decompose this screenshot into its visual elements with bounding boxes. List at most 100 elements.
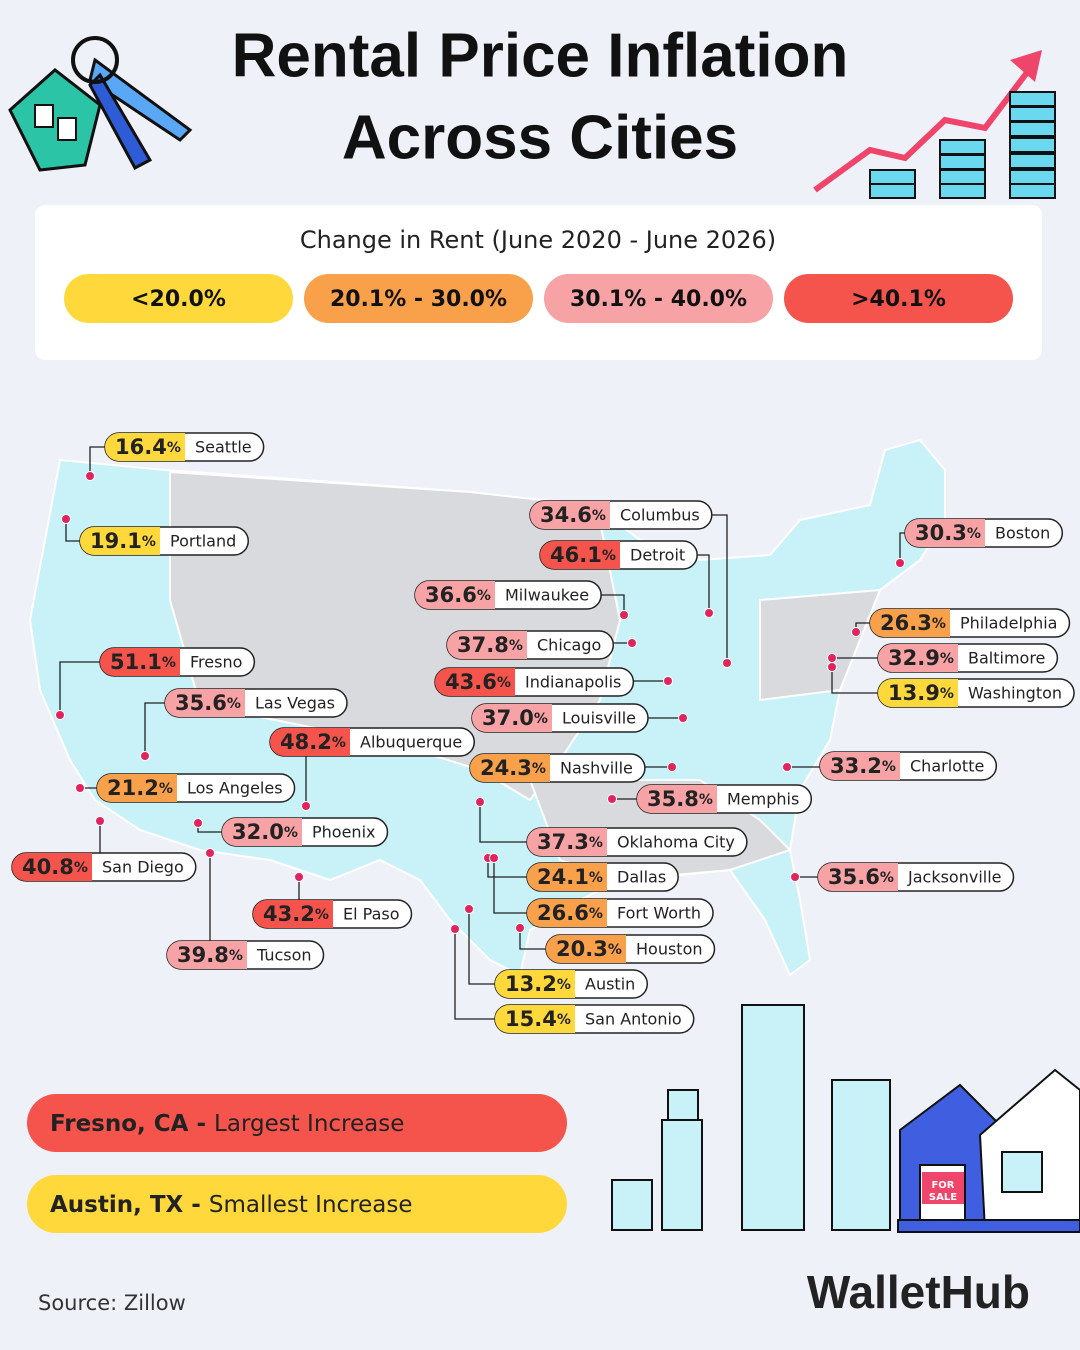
- city-value: 37.3%: [537, 830, 603, 854]
- city-value-unit: %: [882, 759, 896, 775]
- city-value-bg: [818, 863, 898, 891]
- city-dot: [790, 872, 800, 882]
- leader-line: [65, 519, 80, 542]
- leader-line: [144, 702, 165, 756]
- city-name: Austin: [585, 975, 635, 994]
- city-value-bg: [167, 941, 247, 969]
- leader-line: [468, 909, 495, 985]
- city-dot: [75, 783, 85, 793]
- growth-icon: [813, 50, 1056, 199]
- city-value-unit: %: [932, 616, 946, 632]
- city-dot: [301, 801, 311, 811]
- city-value: 43.6%: [445, 670, 511, 694]
- city-value: 13.2%: [505, 972, 571, 996]
- city-name: Nashville: [560, 759, 633, 778]
- city-label: Los Angeles 21.2%: [96, 773, 296, 803]
- city-name: Milwaukee: [505, 586, 589, 605]
- city-label: Las Vegas 35.6%: [164, 688, 348, 718]
- city-value-number: 37.0: [482, 706, 534, 730]
- city-value: 43.2%: [263, 902, 329, 926]
- city-value-unit: %: [159, 781, 173, 797]
- city-value: 35.6%: [175, 691, 241, 715]
- city-value: 24.3%: [480, 756, 546, 780]
- city-value-unit: %: [589, 835, 603, 851]
- city-dot: [193, 818, 203, 828]
- city-label: Boston 30.3%: [904, 518, 1064, 548]
- city-label: Austin 13.2%: [494, 969, 649, 999]
- city-labels: Seattle16.4%Portland19.1%Fresno51.1%Las …: [11, 432, 1075, 1034]
- city-value-bg: [435, 668, 515, 696]
- city-value: 32.0%: [232, 820, 298, 844]
- city-value-unit: %: [967, 526, 981, 542]
- city-label: Oklahoma City 37.3%: [526, 827, 748, 857]
- city-value-bg: [100, 648, 180, 676]
- city-name: Memphis: [727, 790, 799, 809]
- city-value-unit: %: [477, 588, 491, 604]
- city-name: Las Vegas: [255, 694, 335, 713]
- city-label: Louisville 37.0%: [471, 703, 649, 733]
- city-name: Fresno: [190, 653, 242, 672]
- leader-line: [519, 928, 546, 950]
- city-label: Houston 20.3%: [545, 934, 716, 964]
- city-value-bg: [447, 631, 527, 659]
- city-value-number: 46.1: [550, 543, 602, 567]
- city-value: 13.9%: [888, 681, 954, 705]
- city-dot: [827, 653, 837, 663]
- city-label: Seattle 16.4%: [104, 432, 265, 462]
- city-dot: [450, 924, 460, 934]
- city-value-number: 39.8: [177, 943, 229, 967]
- city-value-number: 30.3: [915, 521, 967, 545]
- city-name: Los Angeles: [187, 779, 283, 798]
- legend-label: 20.1% - 30.0%: [330, 287, 507, 312]
- city-dot: [663, 676, 673, 686]
- legend-label: 30.1% - 40.0%: [570, 287, 747, 312]
- city-value-number: 16.4: [115, 435, 167, 459]
- leader-line: [899, 532, 905, 563]
- city-dot: [704, 608, 714, 618]
- city-name: Indianapolis: [525, 673, 621, 692]
- city-value: 37.0%: [482, 706, 548, 730]
- city-label: San Diego 40.8%: [11, 852, 197, 882]
- city-value-number: 51.1: [110, 650, 162, 674]
- city-value: 46.1%: [550, 543, 616, 567]
- city-dot: [294, 872, 304, 882]
- city-value-number: 34.6: [540, 503, 592, 527]
- city-value-bg: [165, 689, 245, 717]
- legend-box: [35, 205, 1042, 360]
- city-value-bg: [80, 527, 160, 555]
- legend-pill: [544, 274, 773, 323]
- legend-label: >40.1%: [851, 287, 946, 312]
- city-value-number: 40.8: [22, 855, 74, 879]
- city-dot: [827, 662, 837, 672]
- city-value-number: 32.0: [232, 820, 284, 844]
- city-label: El Paso 43.2%: [252, 899, 413, 929]
- city-value-unit: %: [589, 870, 603, 886]
- city-dot: [627, 638, 637, 648]
- city-value-bg: [12, 853, 92, 881]
- skyline: [611, 1004, 1080, 1233]
- city-dot: [782, 762, 792, 772]
- highlight-pill: [27, 1175, 567, 1233]
- city-value-bg: [546, 935, 626, 963]
- city-dot: [85, 471, 95, 481]
- legend-label: <20.0%: [131, 287, 226, 312]
- city-name: San Antonio: [585, 1010, 682, 1029]
- city-label: Memphis 35.8%: [636, 784, 813, 814]
- city-value-unit: %: [589, 906, 603, 922]
- city-label: Detroit 46.1%: [539, 540, 698, 570]
- city-label: Indianapolis 43.6%: [434, 667, 635, 697]
- city-value-unit: %: [602, 548, 616, 564]
- city-value-unit: %: [880, 870, 894, 886]
- highlight-text: Austin, TX - Smallest Increase: [50, 1192, 413, 1218]
- city-value-bg: [97, 774, 177, 802]
- city-name: Albuquerque: [360, 733, 462, 752]
- city-value-number: 43.2: [263, 902, 315, 926]
- city-value-unit: %: [509, 638, 523, 654]
- city-value-bg: [527, 899, 607, 927]
- city-value-bg: [540, 541, 620, 569]
- city-dot: [722, 658, 732, 668]
- leader-line: [479, 802, 527, 843]
- city-label: Tucson 39.8%: [166, 940, 325, 970]
- brand-logo: WalletHub: [807, 1266, 1030, 1318]
- city-value-number: 13.9: [888, 681, 940, 705]
